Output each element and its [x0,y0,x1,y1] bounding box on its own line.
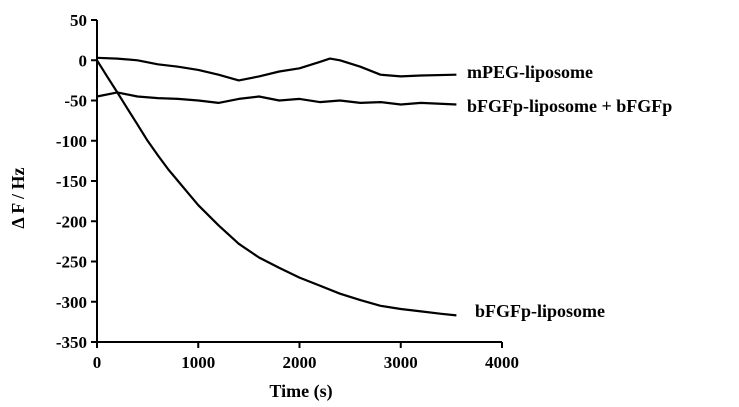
series-label-mpeg-liposome: mPEG-liposome [467,62,593,82]
series-label-bfgfp-liposome-plus-bfgfp: bFGFp-liposome + bFGFp [467,96,672,116]
x-tick-label: 2000 [283,353,317,372]
y-tick-label: -250 [56,253,87,272]
series-layer [96,56,457,317]
y-tick-label: 50 [70,11,87,30]
series-line-mpeg-liposome [96,56,457,82]
y-tick-label: 0 [79,51,88,70]
series-label-bfgfp-liposome: bFGFp-liposome [475,301,605,321]
x-tick-label: 0 [93,353,102,372]
x-tick-label: 4000 [485,353,519,372]
y-axis-title: Δ F / Hz [8,167,28,228]
y-tick-label: -150 [56,172,87,191]
series-line-bfgfp-liposome [96,59,457,317]
axes: 50 0 -50 -100 -150 -200 -250 -300 -350 0 1000 2000 3… [56,11,519,372]
series-line-bfgfp-liposome-bfgfp [96,91,457,106]
y-tick-label: -200 [56,212,87,231]
y-tick-label: -350 [56,333,87,352]
x-tick-label: 3000 [384,353,418,372]
y-tick-label: -50 [64,92,87,111]
y-tick-label: -300 [56,293,87,312]
y-tick-label: -100 [56,132,87,151]
x-tick-label: 1000 [181,353,215,372]
x-axis-title: Time (s) [269,381,332,402]
